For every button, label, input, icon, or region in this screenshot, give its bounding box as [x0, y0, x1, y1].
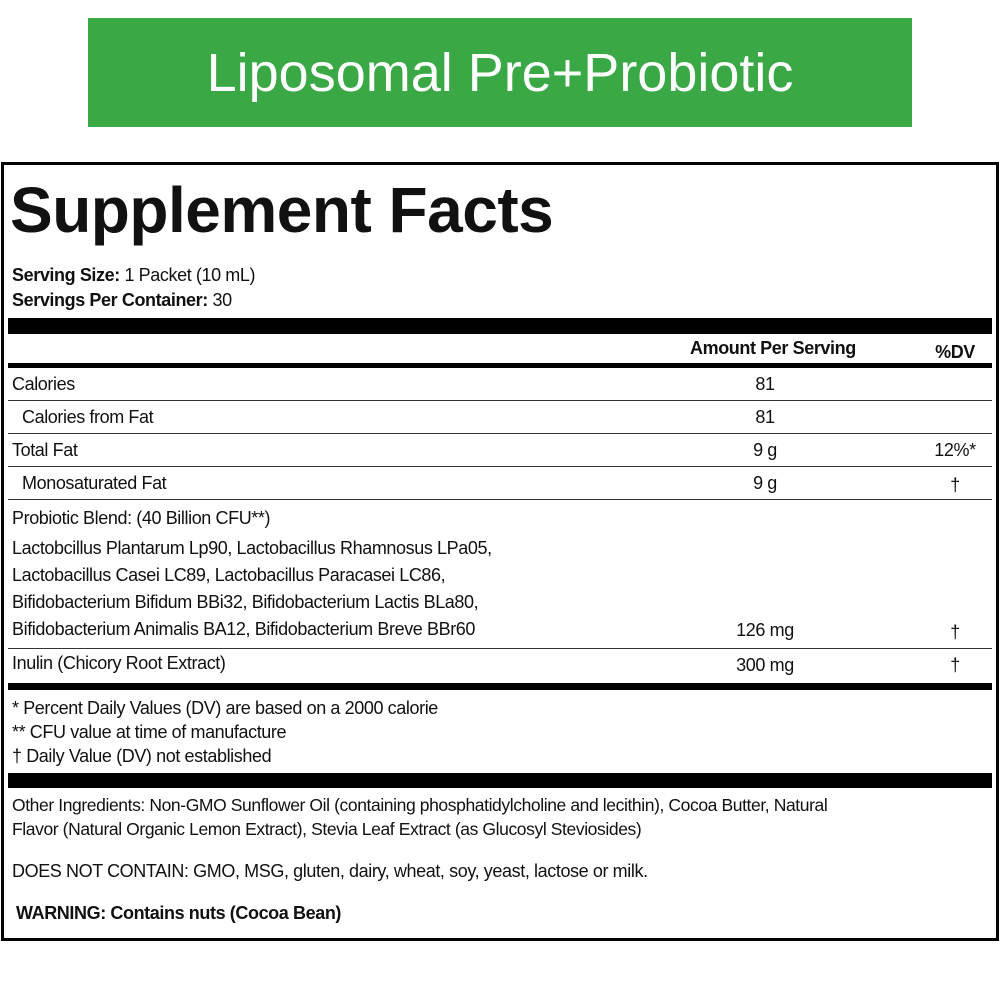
- row-name: Probiotic Blend: (40 Billion CFU**): [12, 508, 271, 528]
- row-amount: 300 mg: [736, 655, 794, 675]
- note: (Chicory Root Extract): [57, 653, 226, 673]
- rule: [8, 363, 992, 368]
- other-ingredients: Flavor (Natural Organic Lemon Extract), …: [12, 819, 642, 839]
- row-name: Calories: [12, 374, 75, 394]
- row-dv: †: [950, 655, 960, 675]
- row-amount: 9 g: [753, 473, 777, 493]
- serving-size: Serving Size: 1 Packet (10 mL): [12, 264, 256, 286]
- row-name: Total Fat: [12, 440, 78, 460]
- servings-per-container: Servings Per Container: 30: [12, 289, 232, 311]
- label: DOES NOT CONTAIN:: [12, 861, 189, 881]
- rule: [8, 499, 992, 500]
- other-ingredients: Other Ingredients: Non-GMO Sunflower Oil…: [12, 794, 828, 816]
- row-amount: 81: [755, 407, 775, 427]
- row-detail: Lactobcillus Plantarum Lp90, Lactobacill…: [12, 538, 492, 558]
- label: Serving Size:: [12, 265, 120, 285]
- warning: WARNING: Contains nuts (Cocoa Bean): [16, 903, 342, 923]
- column-header: %DV: [935, 342, 975, 362]
- row-dv: †: [950, 622, 960, 642]
- footnote: ** CFU value at time of manufacture: [12, 722, 287, 742]
- value: 1 Packet (10 mL): [124, 265, 256, 285]
- banner-title: Liposomal Pre+Probiotic: [206, 43, 794, 103]
- row-dv: †: [950, 475, 960, 495]
- column-header: Amount Per Serving: [690, 338, 856, 358]
- row-name: Calories from Fat: [22, 407, 154, 427]
- thick-rule: [8, 773, 992, 788]
- row-detail: Lactobacillus Casei LC89, Lactobacillus …: [12, 565, 446, 585]
- does-not-contain: DOES NOT CONTAIN: GMO, MSG, gluten, dair…: [12, 860, 648, 882]
- text: GMO, MSG, gluten, dairy, wheat, soy, yea…: [193, 861, 648, 881]
- banner: [88, 18, 912, 127]
- row-amount: 9 g: [753, 440, 777, 460]
- rule: [8, 400, 992, 401]
- label: Servings Per Container:: [12, 290, 208, 310]
- footnote: * Percent Daily Values (DV) are based on…: [12, 698, 438, 718]
- value: 30: [212, 290, 232, 310]
- footnote: † Daily Value (DV) not established: [12, 746, 272, 766]
- row-name: Monosaturated Fat: [22, 473, 167, 493]
- row-detail: Bifidobacterium Animalis BA12, Bifidobac…: [12, 619, 476, 639]
- row-name: Inulin (Chicory Root Extract): [12, 652, 226, 674]
- thick-rule: [8, 318, 992, 334]
- facts-title: Supplement Facts: [10, 174, 554, 246]
- rule: [8, 466, 992, 467]
- label: Other Ingredients:: [12, 795, 145, 815]
- row-detail: Bifidobacterium Bifidum BBi32, Bifidobac…: [12, 592, 479, 612]
- rule: [8, 433, 992, 434]
- row-dv: 12%*: [934, 440, 976, 460]
- text: Non-GMO Sunflower Oil (containing phosph…: [149, 795, 828, 815]
- rule: [8, 683, 992, 690]
- name: Inulin: [12, 653, 53, 673]
- row-amount: 126 mg: [736, 620, 794, 640]
- facts-box: [1, 162, 999, 941]
- row-amount: 81: [755, 374, 775, 394]
- rule: [8, 648, 992, 649]
